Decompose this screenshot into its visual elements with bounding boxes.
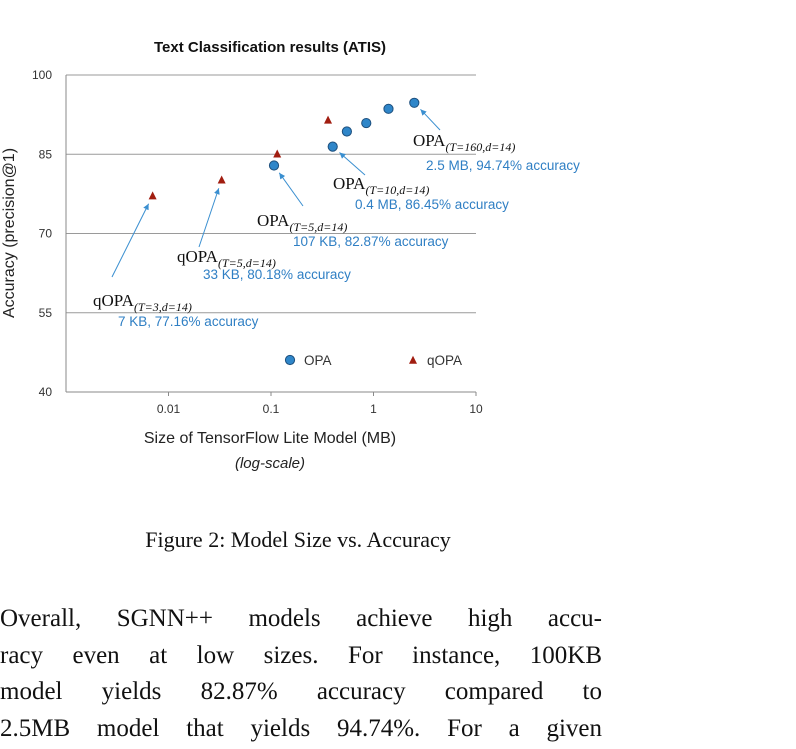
x-tick-label: 10 bbox=[469, 402, 483, 416]
qopa-point bbox=[324, 115, 333, 124]
legend-label: OPA bbox=[304, 353, 332, 368]
annotation-label: OPA(T=10,d=14) bbox=[333, 174, 429, 197]
opa-point bbox=[383, 103, 394, 114]
annotation-arrow bbox=[339, 152, 366, 176]
scatter-chart: 40 55 70 85 100 0.01 0.1 1 10 OPA(T=160,d=14) 2.5… bbox=[1, 39, 580, 472]
y-tick-label: 40 bbox=[39, 385, 53, 399]
annotation-detail: 7 KB, 77.16% accuracy bbox=[118, 314, 259, 329]
data-points bbox=[148, 97, 420, 200]
legend-marker-opa bbox=[284, 354, 296, 366]
y-tick-label: 70 bbox=[39, 227, 53, 241]
body-line: racy even at low sizes. For instance, 10… bbox=[0, 641, 602, 669]
annotation-label: OPA(T=5,d=14) bbox=[257, 211, 347, 234]
figure-caption: Figure 2: Model Size vs. Accuracy bbox=[145, 527, 451, 552]
annotation-label: OPA(T=160,d=14) bbox=[413, 131, 515, 154]
annotation-detail: 107 KB, 82.87% accuracy bbox=[293, 234, 449, 249]
grid-lines bbox=[66, 74, 476, 314]
y-tick-label: 100 bbox=[32, 68, 52, 82]
axes: 40 55 70 85 100 0.01 0.1 1 10 bbox=[32, 68, 483, 416]
body-line: Overall, SGNN++ models achieve high accu… bbox=[0, 605, 602, 632]
opa-point bbox=[268, 160, 280, 171]
x-axis-label: Size of TensorFlow Lite Model (MB) bbox=[144, 430, 396, 447]
qopa-point bbox=[217, 175, 226, 184]
annotation-label: qOPA(T=5,d=14) bbox=[177, 247, 276, 270]
body-paragraph: Overall, SGNN++ models achieve high accu… bbox=[0, 601, 602, 747]
body-line: 2.5MB model that yields 94.74%. For a gi… bbox=[0, 714, 602, 742]
legend: OPA qOPA bbox=[284, 353, 462, 368]
x-axis-sublabel: (log-scale) bbox=[235, 455, 305, 472]
annotation-arrow bbox=[198, 188, 220, 248]
annotation-arrow bbox=[111, 203, 150, 278]
annotations: OPA(T=160,d=14)2.5 MB, 94.74% accuracyOP… bbox=[93, 108, 580, 329]
annotation-label: qOPA(T=3,d=14) bbox=[93, 291, 192, 314]
chart-title: Text Classification results (ATIS) bbox=[154, 39, 386, 56]
annotation-arrow bbox=[420, 108, 441, 131]
y-axis-label: Accuracy (precision@1) bbox=[1, 148, 18, 318]
annotation-detail: 33 KB, 80.18% accuracy bbox=[203, 267, 351, 282]
annotation-detail: 2.5 MB, 94.74% accuracy bbox=[426, 158, 580, 173]
body-line: model yields 82.87% accuracy compared to bbox=[0, 678, 602, 705]
qopa-point bbox=[148, 191, 157, 200]
x-tick-label: 0.01 bbox=[157, 402, 181, 416]
annotation-arrow bbox=[278, 172, 304, 207]
opa-point bbox=[341, 126, 352, 137]
y-tick-label: 85 bbox=[39, 147, 53, 161]
annotation-detail: 0.4 MB, 86.45% accuracy bbox=[355, 197, 509, 212]
opa-point bbox=[361, 117, 372, 129]
x-tick-label: 1 bbox=[370, 402, 377, 416]
legend-marker-qopa bbox=[409, 355, 417, 364]
opa-point bbox=[327, 141, 338, 152]
opa-point bbox=[409, 97, 420, 108]
y-tick-label: 55 bbox=[39, 306, 53, 320]
qopa-point bbox=[273, 149, 282, 158]
x-tick-label: 0.1 bbox=[263, 402, 280, 416]
legend-label: qOPA bbox=[427, 353, 462, 368]
